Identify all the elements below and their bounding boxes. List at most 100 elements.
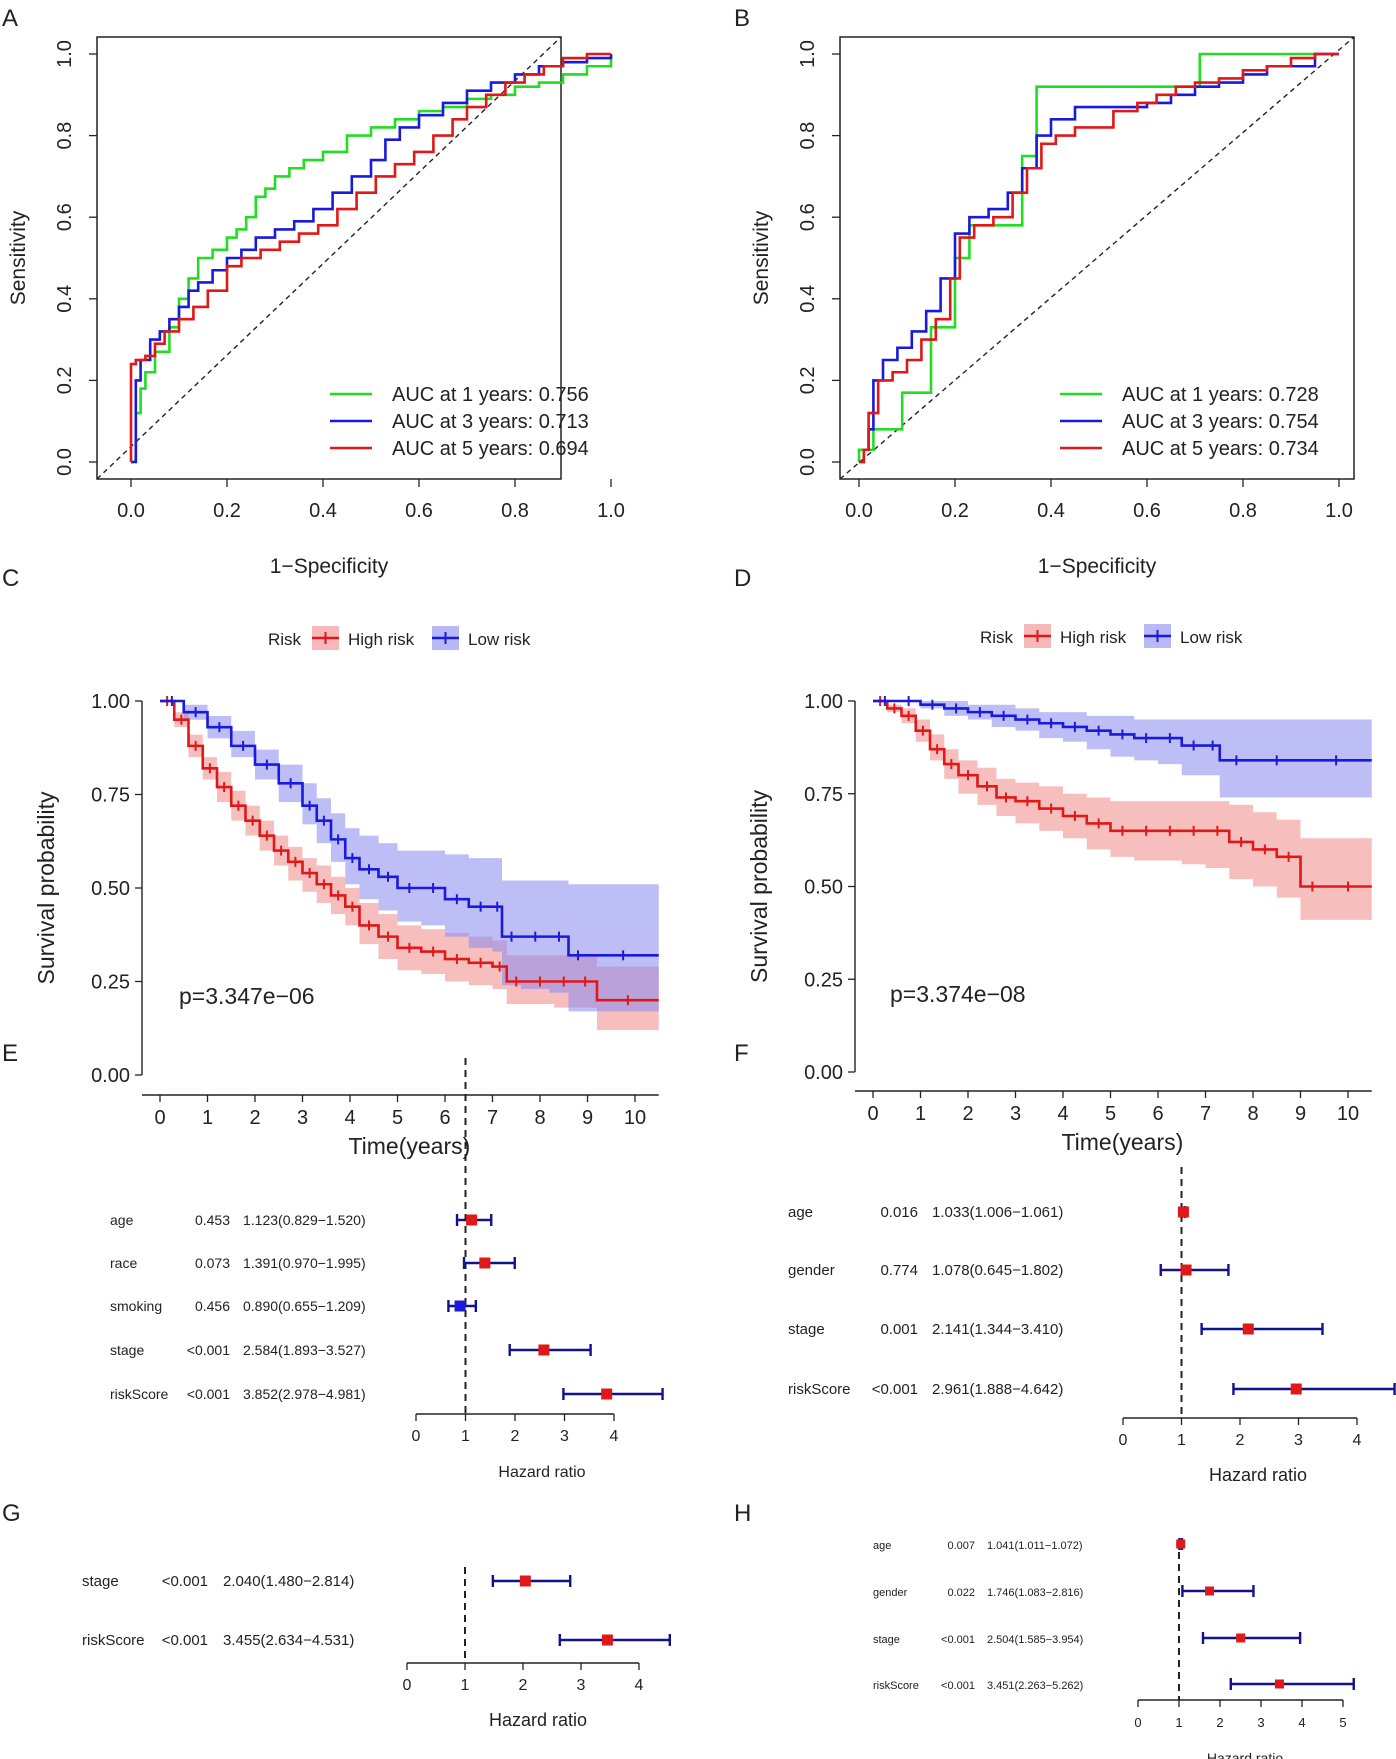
risk-legend: Risk High risk Low risk xyxy=(980,624,1243,648)
legend-label: AUC at 5 years: 0.734 xyxy=(1122,438,1319,460)
hazard-ratio-text: 2.141(1.344−3.410) xyxy=(932,1321,1063,1338)
forest-plot-e: age 0.453 1.123(0.829−1.520) race 0.073 1.391… xyxy=(110,1058,664,1481)
y-tick-label: 0.2 xyxy=(54,366,76,394)
x-tick-label: 0.2 xyxy=(213,500,241,522)
forest-plot-f: age 0.016 1.033(1.006−1.061) gender 0.774 1.0… xyxy=(788,1167,1396,1485)
survival-chart-c: 0 1 2 3 4 5 6 7 8 9 10 0.00 0.25 0.50 0.75 1.00 Time(yea… xyxy=(33,626,659,1159)
p-value: 0.774 xyxy=(880,1262,918,1279)
hazard-ratio-marker xyxy=(1242,1323,1254,1335)
y-tick-label: 0.0 xyxy=(797,448,819,476)
y-axis-label: Sensitivity xyxy=(750,210,773,305)
survival-curve-1 xyxy=(873,699,1372,888)
variable-label: riskScore xyxy=(110,1386,169,1402)
x-tick-label: 0 xyxy=(403,1677,412,1694)
hazard-ratio-marker xyxy=(1274,1679,1284,1689)
hazard-ratio-marker xyxy=(519,1575,531,1587)
p-value: 0.456 xyxy=(195,1298,230,1314)
forest-row-stage: stage <0.001 2.040(1.480−2.814) xyxy=(82,1573,572,1590)
y-tick-label: 0.6 xyxy=(54,203,76,231)
hazard-ratio-text: 0.890(0.655−1.209) xyxy=(243,1298,366,1314)
variable-label: stage xyxy=(788,1321,825,1338)
variable-label: riskScore xyxy=(82,1632,145,1649)
confidence-band-1 xyxy=(873,701,1372,920)
x-tick-label: 3 xyxy=(577,1677,586,1694)
hazard-ratio-text: 3.455(2.634−4.531) xyxy=(223,1632,354,1649)
x-tick-label: 4 xyxy=(1353,1432,1362,1449)
p-value: 0.007 xyxy=(947,1540,975,1552)
survival-curve-2 xyxy=(160,699,659,957)
x-tick-label: 0.0 xyxy=(117,500,145,522)
hazard-ratio-marker xyxy=(538,1344,550,1356)
x-axis-label: 1−Specificity xyxy=(270,555,389,578)
x-tick-label: 0 xyxy=(867,1103,878,1125)
x-axis-label: Hazard ratio xyxy=(1207,1750,1283,1759)
confidence-band-2 xyxy=(160,701,659,1012)
y-tick-label: 0.2 xyxy=(797,366,819,394)
x-tick-label: 9 xyxy=(1295,1103,1306,1125)
x-tick-label: 0.4 xyxy=(309,500,337,522)
y-axis-label: Survival probability xyxy=(746,789,772,983)
x-tick-label: 3 xyxy=(1257,1715,1264,1730)
hazard-ratio-marker xyxy=(479,1257,491,1269)
x-axis-label: Hazard ratio xyxy=(1209,1465,1307,1485)
hazard-ratio-text: 1.746(1.083−2.816) xyxy=(987,1587,1083,1599)
y-tick-label: 0.75 xyxy=(91,785,130,807)
variable-label: stage xyxy=(873,1634,900,1646)
y-tick-label: 0.00 xyxy=(91,1065,130,1087)
p-value: <0.001 xyxy=(162,1632,208,1649)
forest-row-riskscore: riskScore <0.001 3.852(2.978−4.981) xyxy=(110,1386,664,1402)
y-tick-label: 1.00 xyxy=(91,691,130,713)
y-tick-label: 0.4 xyxy=(797,285,819,313)
hazard-ratio-text: 1.391(0.970−1.995) xyxy=(243,1255,366,1271)
variable-label: smoking xyxy=(110,1298,162,1314)
variable-label: riskScore xyxy=(788,1381,851,1398)
y-tick-label: 1.00 xyxy=(804,691,843,713)
forest-row-stage: stage <0.001 2.504(1.585−3.954) xyxy=(873,1632,1302,1646)
x-tick-label: 2 xyxy=(249,1107,260,1129)
y-tick-label: 0.00 xyxy=(804,1062,843,1084)
forest-row-riskscore: riskScore <0.001 3.451(2.263−5.262) xyxy=(873,1678,1355,1692)
panel-letter-h: H xyxy=(734,1500,751,1527)
x-tick-label: 5 xyxy=(1105,1103,1116,1125)
x-tick-label: 0.8 xyxy=(501,500,529,522)
x-tick-label: 2 xyxy=(1236,1432,1245,1449)
variable-label: riskScore xyxy=(873,1680,919,1692)
hazard-ratio-marker xyxy=(1180,1264,1192,1276)
x-tick-label: 1.0 xyxy=(597,500,625,522)
hazard-ratio-text: 2.584(1.893−3.527) xyxy=(243,1342,366,1358)
reference-diagonal xyxy=(839,36,1355,480)
x-tick-label: 9 xyxy=(582,1107,593,1129)
x-tick-label: 4 xyxy=(1298,1715,1305,1730)
variable-label: race xyxy=(110,1255,137,1271)
variable-label: gender xyxy=(873,1587,908,1599)
panel-letter-a: A xyxy=(2,5,18,32)
p-value: <0.001 xyxy=(941,1634,975,1646)
forest-row-gender: gender 0.022 1.746(1.083−2.816) xyxy=(873,1585,1255,1599)
legend-label: AUC at 1 years: 0.728 xyxy=(1122,384,1319,406)
legend-label: Low risk xyxy=(1180,628,1243,647)
variable-label: age xyxy=(873,1540,891,1552)
survival-curve-1 xyxy=(160,699,659,1002)
x-axis-label: 1−Specificity xyxy=(1038,555,1157,578)
y-tick-label: 0.75 xyxy=(804,784,843,806)
y-tick-label: 0.50 xyxy=(91,878,130,900)
x-tick-label: 7 xyxy=(1200,1103,1211,1125)
y-tick-label: 0.4 xyxy=(54,285,76,313)
variable-label: stage xyxy=(82,1573,119,1590)
hazard-ratio-marker xyxy=(1176,1539,1186,1549)
hazard-ratio-marker xyxy=(1205,1586,1215,1596)
reference-diagonal xyxy=(96,36,562,480)
panel-letter-d: D xyxy=(734,565,751,592)
x-tick-label: 1 xyxy=(202,1107,213,1129)
legend-title: Risk xyxy=(268,630,302,649)
x-tick-label: 7 xyxy=(487,1107,498,1129)
x-tick-label: 0.6 xyxy=(405,500,433,522)
legend-label: AUC at 3 years: 0.754 xyxy=(1122,411,1319,433)
legend-title: Risk xyxy=(980,628,1014,647)
x-tick-label: 10 xyxy=(1337,1103,1359,1125)
x-tick-label: 1 xyxy=(1177,1432,1186,1449)
x-tick-label: 1 xyxy=(461,1428,470,1445)
plot-frame xyxy=(96,36,562,480)
x-tick-label: 0 xyxy=(154,1107,165,1129)
